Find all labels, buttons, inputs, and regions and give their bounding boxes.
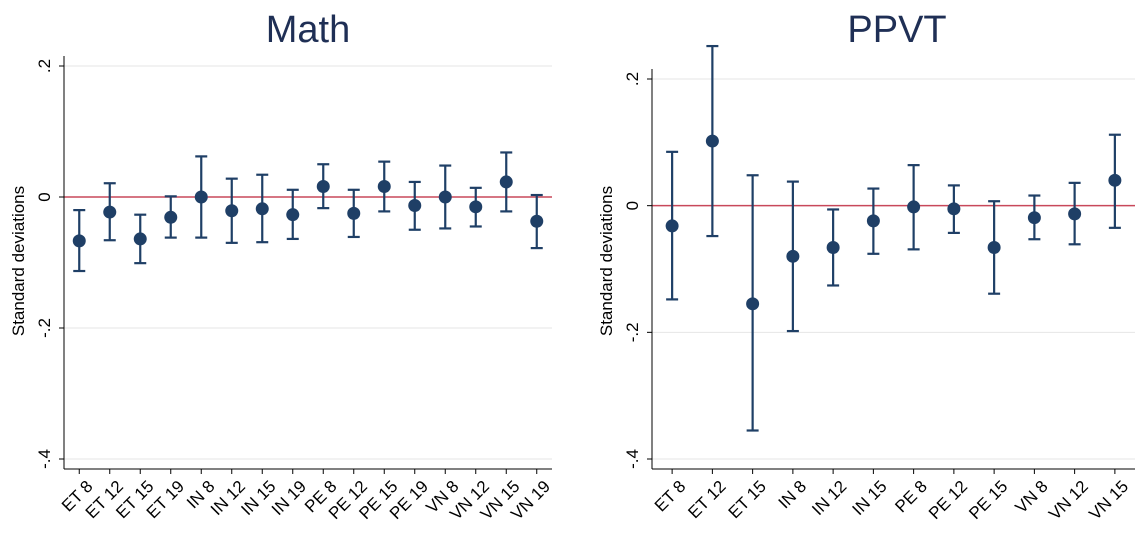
- chart-title: PPVT: [847, 9, 946, 51]
- data-point: [499, 175, 513, 189]
- data-point: [469, 200, 483, 214]
- data-point: [1068, 207, 1082, 221]
- x-tick-label: VN 12: [1045, 477, 1092, 524]
- data-point: [987, 240, 1001, 254]
- x-tick-label: IN 8: [775, 477, 810, 512]
- data-point: [347, 206, 361, 220]
- data-point: [255, 202, 269, 216]
- x-tick-label: IN 19: [268, 477, 310, 519]
- data-point: [1027, 211, 1041, 225]
- data-point: [907, 200, 921, 214]
- data-point: [826, 240, 840, 254]
- y-tick-label: 0: [623, 201, 642, 210]
- data-point: [665, 219, 679, 233]
- x-tick-label: ET 15: [725, 477, 770, 522]
- y-tick-label: .2: [35, 59, 54, 73]
- data-point: [786, 249, 800, 263]
- y-axis-label: Standard deviations: [9, 186, 28, 336]
- chart-title: Math: [266, 9, 350, 51]
- data-point: [1108, 173, 1122, 187]
- data-point: [133, 232, 147, 246]
- data-point: [72, 234, 86, 248]
- ppvt-panel: PPVT Standard deviations .20-.2-.4ET 8ET…: [597, 9, 1135, 524]
- x-tick-label: VN 15: [1085, 477, 1132, 524]
- data-point: [947, 202, 961, 216]
- x-tick-label: IN 12: [207, 477, 249, 519]
- y-tick-label: -.4: [623, 449, 642, 469]
- x-tick-label: IN 12: [808, 477, 850, 519]
- x-tick-label: IN 15: [237, 477, 279, 519]
- x-tick-label: ET 12: [684, 477, 729, 522]
- data-point: [225, 204, 239, 218]
- x-tick-label: PE 15: [965, 477, 1011, 523]
- data-point: [530, 214, 544, 228]
- math-panel: Math Standard deviations .20-.2-.4ET 8ET…: [9, 9, 554, 524]
- y-tick-label: .2: [623, 72, 642, 86]
- x-tick-label: ET 8: [651, 477, 690, 516]
- data-point: [103, 205, 117, 219]
- data-point: [438, 190, 452, 204]
- data-point: [316, 180, 330, 194]
- y-tick-label: -.2: [623, 322, 642, 342]
- data-point: [377, 180, 391, 194]
- data-point: [286, 208, 300, 222]
- y-tick-label: -.4: [35, 449, 54, 469]
- data-point: [705, 134, 719, 148]
- y-axis-label: Standard deviations: [597, 186, 616, 336]
- data-point: [194, 190, 208, 204]
- y-tick-label: 0: [35, 192, 54, 201]
- x-tick-label: PE 12: [925, 477, 971, 523]
- data-point: [866, 214, 880, 228]
- y-tick-label: -.2: [35, 318, 54, 338]
- data-point: [746, 297, 760, 311]
- data-point: [164, 210, 178, 224]
- data-point: [408, 199, 422, 213]
- x-tick-label: IN 15: [849, 477, 891, 519]
